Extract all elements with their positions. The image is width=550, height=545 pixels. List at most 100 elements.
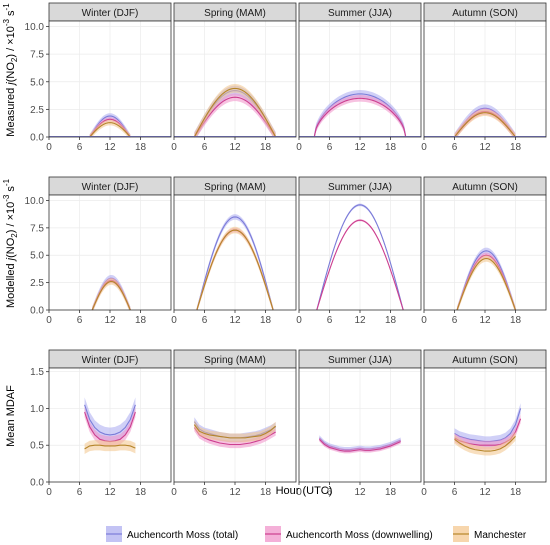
x-tick-label: 0: [296, 315, 302, 326]
x-tick-label: 6: [327, 315, 333, 326]
x-tick-label: 6: [77, 315, 83, 326]
x-tick-label: 6: [77, 142, 83, 153]
band-manchester: [454, 431, 516, 456]
y-axis-title-modelled: Modelled j(NO2) / ×10-3 s-1: [2, 178, 19, 308]
y-axis-title-measured: Measured j(NO2) / ×10-3 s-1: [2, 3, 19, 137]
line-manchester: [193, 424, 277, 439]
x-tick-label: 12: [229, 315, 241, 326]
line-total: [316, 204, 404, 311]
x-tick-label: 0: [46, 487, 52, 498]
x-tick-label: 18: [385, 487, 397, 498]
x-tick-label: 6: [327, 142, 333, 153]
panel-measured-0: Winter (DJF) 0 6 12 18 0.0 2.5 5.0 7.5 10.0: [25, 2, 172, 153]
x-tick-label: 18: [510, 142, 522, 153]
line-manchester: [196, 229, 274, 311]
y-axis-title-mdaf: Mean MDAF: [5, 385, 17, 447]
x-tick-label: 6: [452, 487, 458, 498]
legend-item-total: Auchencorth Moss (total): [106, 526, 238, 542]
y-tick-label: 5.0: [30, 77, 44, 88]
line-total: [84, 404, 136, 436]
y-tick-label: 1.0: [30, 404, 44, 415]
facet-strip-label: Spring (MAM): [204, 182, 266, 193]
x-tick-label: 18: [260, 142, 272, 153]
facet-strip-label: Autumn (SON): [452, 355, 518, 366]
x-tick-label: 18: [260, 487, 272, 498]
panel-measured-1: Spring (MAM) 0 6 12 18: [171, 2, 297, 153]
y-tick-label: 7.5: [30, 50, 44, 61]
y-tick-label: 0.0: [30, 133, 44, 144]
line-downwelling: [318, 438, 401, 452]
facet-strip-label: Winter (DJF): [82, 355, 139, 366]
band-downwelling: [454, 414, 521, 450]
legend: Auchencorth Moss (total) Auchencorth Mos…: [106, 526, 527, 542]
y-tick-label: 1.5: [30, 367, 44, 378]
band-manchester: [194, 83, 276, 137]
x-tick-label: 18: [385, 315, 397, 326]
panel-modelled-2: Summer (JJA) 0 6 12 18: [296, 176, 422, 326]
x-tick-label: 0: [296, 487, 302, 498]
line-manchester: [91, 280, 131, 311]
x-tick-label: 12: [479, 487, 491, 498]
x-tick-label: 12: [479, 315, 491, 326]
panel-mdaf-0: Winter (DJF) 0 6 12 18 0.0 0.5 1.0 1.5: [30, 349, 172, 498]
x-tick-label: 18: [135, 142, 147, 153]
band-manchester: [457, 255, 516, 310]
x-tick-label: 0: [421, 315, 427, 326]
x-tick-label: 6: [202, 315, 208, 326]
x-tick-label: 12: [229, 487, 241, 498]
x-tick-label: 0: [296, 142, 302, 153]
y-tick-label: 2.5: [30, 105, 44, 116]
panels-layer: Winter (DJF) 0 6 12 18 0.0 2.5 5.0 7.5 10.0 Spring…: [2, 2, 547, 498]
legend-label-downwelling: Auchencorth Moss (downwelling): [286, 530, 433, 541]
x-tick-label: 18: [510, 487, 522, 498]
y-tick-label: 0.0: [30, 306, 44, 317]
y-tick-label: 5.0: [30, 251, 44, 262]
x-tick-label: 0: [46, 142, 52, 153]
x-tick-label: 12: [229, 142, 241, 153]
y-tick-label: 2.5: [30, 278, 44, 289]
y-tick-label: 10.0: [25, 22, 45, 33]
facet-strip-label: Summer (JJA): [328, 182, 392, 193]
line-manchester: [193, 87, 277, 138]
x-tick-label: 6: [452, 142, 458, 153]
facet-strip-label: Autumn (SON): [452, 8, 518, 19]
line-manchester: [84, 444, 136, 450]
panel-mdaf-3: Autumn (SON) 0 6 12 18: [421, 349, 547, 498]
band-manchester: [89, 119, 131, 137]
line-manchester: [454, 436, 516, 452]
facet-strip-label: Spring (MAM): [204, 8, 266, 19]
x-tick-label: 12: [354, 142, 366, 153]
y-tick-label: 0.5: [30, 441, 44, 452]
facet-strip-label: Summer (JJA): [328, 8, 392, 19]
facet-strip-label: Summer (JJA): [328, 355, 392, 366]
y-tick-label: 0.0: [30, 478, 44, 489]
panel-mdaf-1: Spring (MAM) 0 6 12 18: [171, 349, 297, 498]
y-tick-label: 10.0: [25, 196, 45, 207]
x-tick-label: 0: [171, 487, 177, 498]
x-tick-label: 12: [354, 315, 366, 326]
line-manchester: [454, 112, 516, 138]
facet-strip-label: Spring (MAM): [204, 355, 266, 366]
x-tick-label: 6: [77, 487, 83, 498]
x-tick-label: 18: [510, 315, 522, 326]
legend-item-manchester: Manchester: [453, 526, 527, 542]
line-downwelling: [316, 219, 404, 311]
band-manchester: [84, 440, 136, 455]
legend-item-downwelling: Auchencorth Moss (downwelling): [265, 526, 433, 542]
band-downwelling: [194, 93, 276, 137]
facet-strip-label: Winter (DJF): [82, 8, 139, 19]
x-tick-label: 18: [135, 487, 147, 498]
x-tick-label: 0: [171, 315, 177, 326]
panel-modelled-3: Autumn (SON) 0 6 12 18: [421, 176, 547, 326]
panel-modelled-0: Winter (DJF) 0 6 12 18 0.0 2.5 5.0 7.5 10.0: [25, 176, 172, 326]
x-tick-label: 0: [46, 315, 52, 326]
line-manchester: [456, 257, 517, 311]
x-tick-label: 12: [104, 142, 116, 153]
x-tick-label: 12: [104, 315, 116, 326]
x-tick-label: 6: [327, 487, 333, 498]
panel-modelled-1: Spring (MAM) 0 6 12 18: [171, 176, 297, 326]
x-tick-label: 0: [421, 142, 427, 153]
x-tick-label: 6: [202, 142, 208, 153]
x-tick-label: 12: [354, 487, 366, 498]
